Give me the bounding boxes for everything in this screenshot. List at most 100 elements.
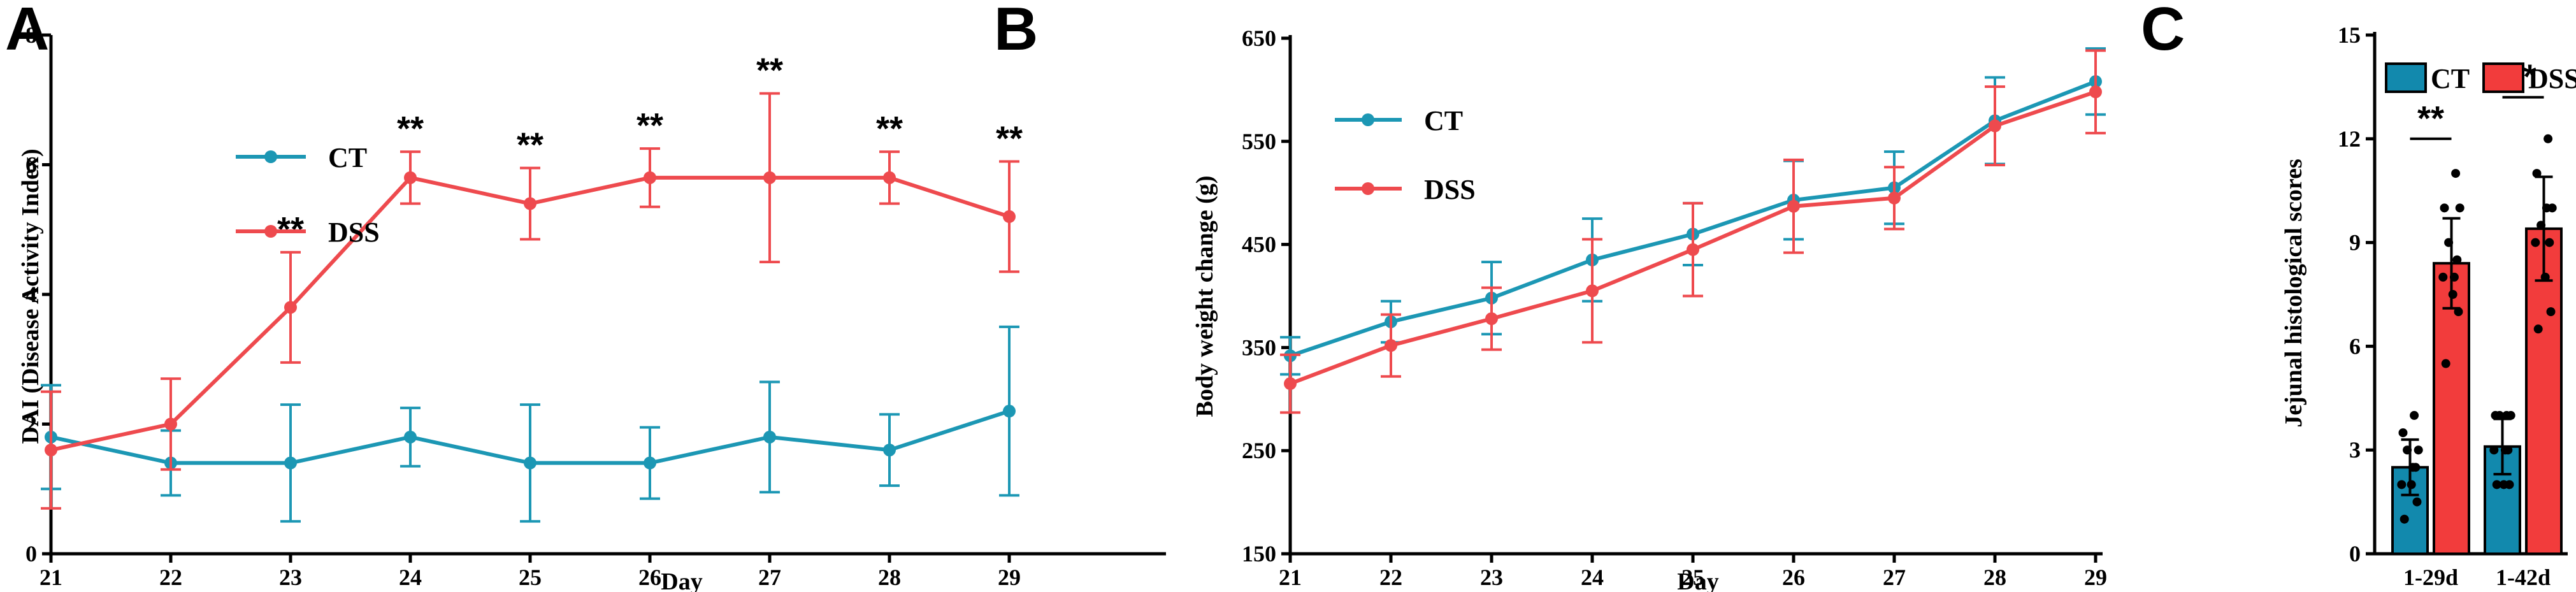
- x-tick-label: 1-29d: [2403, 565, 2458, 590]
- data-point-dss: [2451, 169, 2461, 178]
- data-point-dss: [2454, 307, 2463, 317]
- data-point-ct: [404, 430, 417, 444]
- x-tick-label: 28: [878, 565, 901, 590]
- x-tick-label: 25: [519, 565, 542, 590]
- x-tick-label: 29: [998, 565, 1021, 590]
- data-point-ct: [1003, 405, 1016, 418]
- bar-ct: [2484, 445, 2521, 555]
- panel-a-legend: CT DSS: [236, 142, 380, 248]
- panel-c-legend: CT DSS: [2385, 62, 2576, 94]
- x-tick-label: 24: [399, 565, 422, 590]
- legend-dss-label: DSS: [1424, 174, 1476, 205]
- panel-a-series: [41, 92, 1019, 523]
- significance-marker: **: [517, 126, 543, 164]
- data-point-ct: [284, 456, 297, 470]
- significance-marker: **: [756, 52, 783, 90]
- data-point-dss: [2444, 238, 2454, 247]
- data-point-dss: [644, 171, 656, 184]
- y-tick-label: 250: [1242, 438, 1276, 463]
- data-point-dss: [1586, 284, 1599, 298]
- y-tick-label: 15: [2338, 22, 2361, 48]
- y-tick-label: 2: [25, 412, 37, 437]
- panel-b-x-axis-title: Day: [1677, 568, 1718, 592]
- y-tick-label: 8: [25, 22, 37, 48]
- y-tick-label: 350: [1242, 335, 1276, 360]
- data-point-ct: [883, 444, 896, 457]
- y-tick-label: 3: [2349, 437, 2361, 463]
- series-dss: [41, 92, 1019, 510]
- data-point-ct: [524, 456, 536, 470]
- data-point-dss: [2540, 272, 2550, 282]
- data-point-dss: [2542, 203, 2551, 213]
- data-point-dss: [524, 197, 536, 210]
- data-point-dss: [2441, 359, 2450, 368]
- data-point-dss: [883, 171, 896, 184]
- data-point-dss: [1989, 119, 2001, 133]
- data-point-ct: [2505, 480, 2514, 489]
- panel-c: C 0 3 6 9 12 15 1-29d 1-42d Jejunal histologic…: [2141, 0, 2576, 590]
- data-point-dss: [2544, 134, 2553, 143]
- x-tick-label: 26: [1782, 565, 1805, 590]
- significance-marker: **: [397, 110, 424, 148]
- x-tick-label: 28: [1983, 565, 2006, 590]
- panel-b-y-ticks: 150 250 350 450 550 650: [1242, 25, 1290, 567]
- data-point-dss: [2536, 220, 2546, 230]
- legend-dss-label: DSS: [328, 217, 380, 248]
- data-point-dss: [2532, 169, 2542, 178]
- x-tick-label: 23: [279, 565, 302, 590]
- x-tick-label: 21: [1279, 565, 1302, 590]
- panel-b-x-ticks: 21 22 23 24 25 26 27 28 29: [1279, 554, 2107, 590]
- panel-c-letter: C: [2141, 0, 2185, 63]
- data-point-ct: [2400, 514, 2409, 524]
- data-point-ct: [2403, 445, 2412, 455]
- x-tick-label: 27: [1883, 565, 1906, 590]
- significance-marker: **: [2417, 99, 2444, 138]
- legend-dss-marker: [1362, 182, 1374, 195]
- y-tick-label: 550: [1242, 129, 1276, 154]
- significance-marker: **: [637, 106, 663, 145]
- data-point-dss: [2438, 272, 2448, 282]
- data-point-dss: [164, 417, 177, 431]
- y-tick-label: 0: [2349, 541, 2361, 567]
- panel-c-bars: [2391, 134, 2563, 555]
- panel-b-letter: B: [994, 0, 1038, 63]
- series-ct: [41, 325, 1019, 523]
- data-point-dss: [1385, 339, 1397, 352]
- data-point-dss: [2448, 290, 2457, 299]
- data-point-ct: [763, 430, 776, 444]
- y-tick-label: 450: [1242, 232, 1276, 257]
- data-point-ct: [2408, 463, 2417, 472]
- data-point-dss: [763, 171, 776, 184]
- x-tick-label: 1-42d: [2496, 565, 2551, 590]
- data-point-dss: [284, 301, 297, 314]
- data-point-ct: [2489, 445, 2499, 455]
- data-point-dss: [1687, 243, 1699, 256]
- x-tick-label: 21: [40, 565, 62, 590]
- data-point-ct: [2495, 410, 2505, 420]
- data-point-dss: [2531, 238, 2540, 247]
- data-point-dss: [2440, 203, 2449, 213]
- data-point-dss: [1787, 199, 1800, 213]
- y-tick-label: 150: [1242, 541, 1276, 567]
- data-point-dss: [45, 444, 57, 457]
- data-point-dss: [2452, 255, 2462, 264]
- data-point-dss: [2449, 272, 2459, 282]
- panel-a-letter: A: [5, 0, 49, 63]
- legend-ct-marker: [264, 150, 277, 163]
- y-tick-label: 650: [1242, 25, 1276, 51]
- data-point-ct: [2410, 410, 2419, 420]
- panel-b-legend: CT DSS: [1335, 105, 1476, 205]
- significance-marker: **: [996, 119, 1023, 157]
- panel-b-y-axis-title: Body weight change (g): [1191, 176, 1218, 417]
- panel-a-y-axis-title: DAI (Disease Activity Index): [17, 148, 44, 444]
- data-point-ct: [2500, 445, 2510, 455]
- significance-marker: **: [277, 210, 304, 249]
- data-point-dss: [1485, 312, 1498, 326]
- data-point-dss: [2089, 85, 2102, 99]
- legend-ct-label: CT: [1424, 105, 1463, 136]
- data-point-ct: [2492, 480, 2501, 489]
- y-tick-label: 6: [25, 152, 37, 178]
- legend-ct-label: CT: [2431, 63, 2470, 94]
